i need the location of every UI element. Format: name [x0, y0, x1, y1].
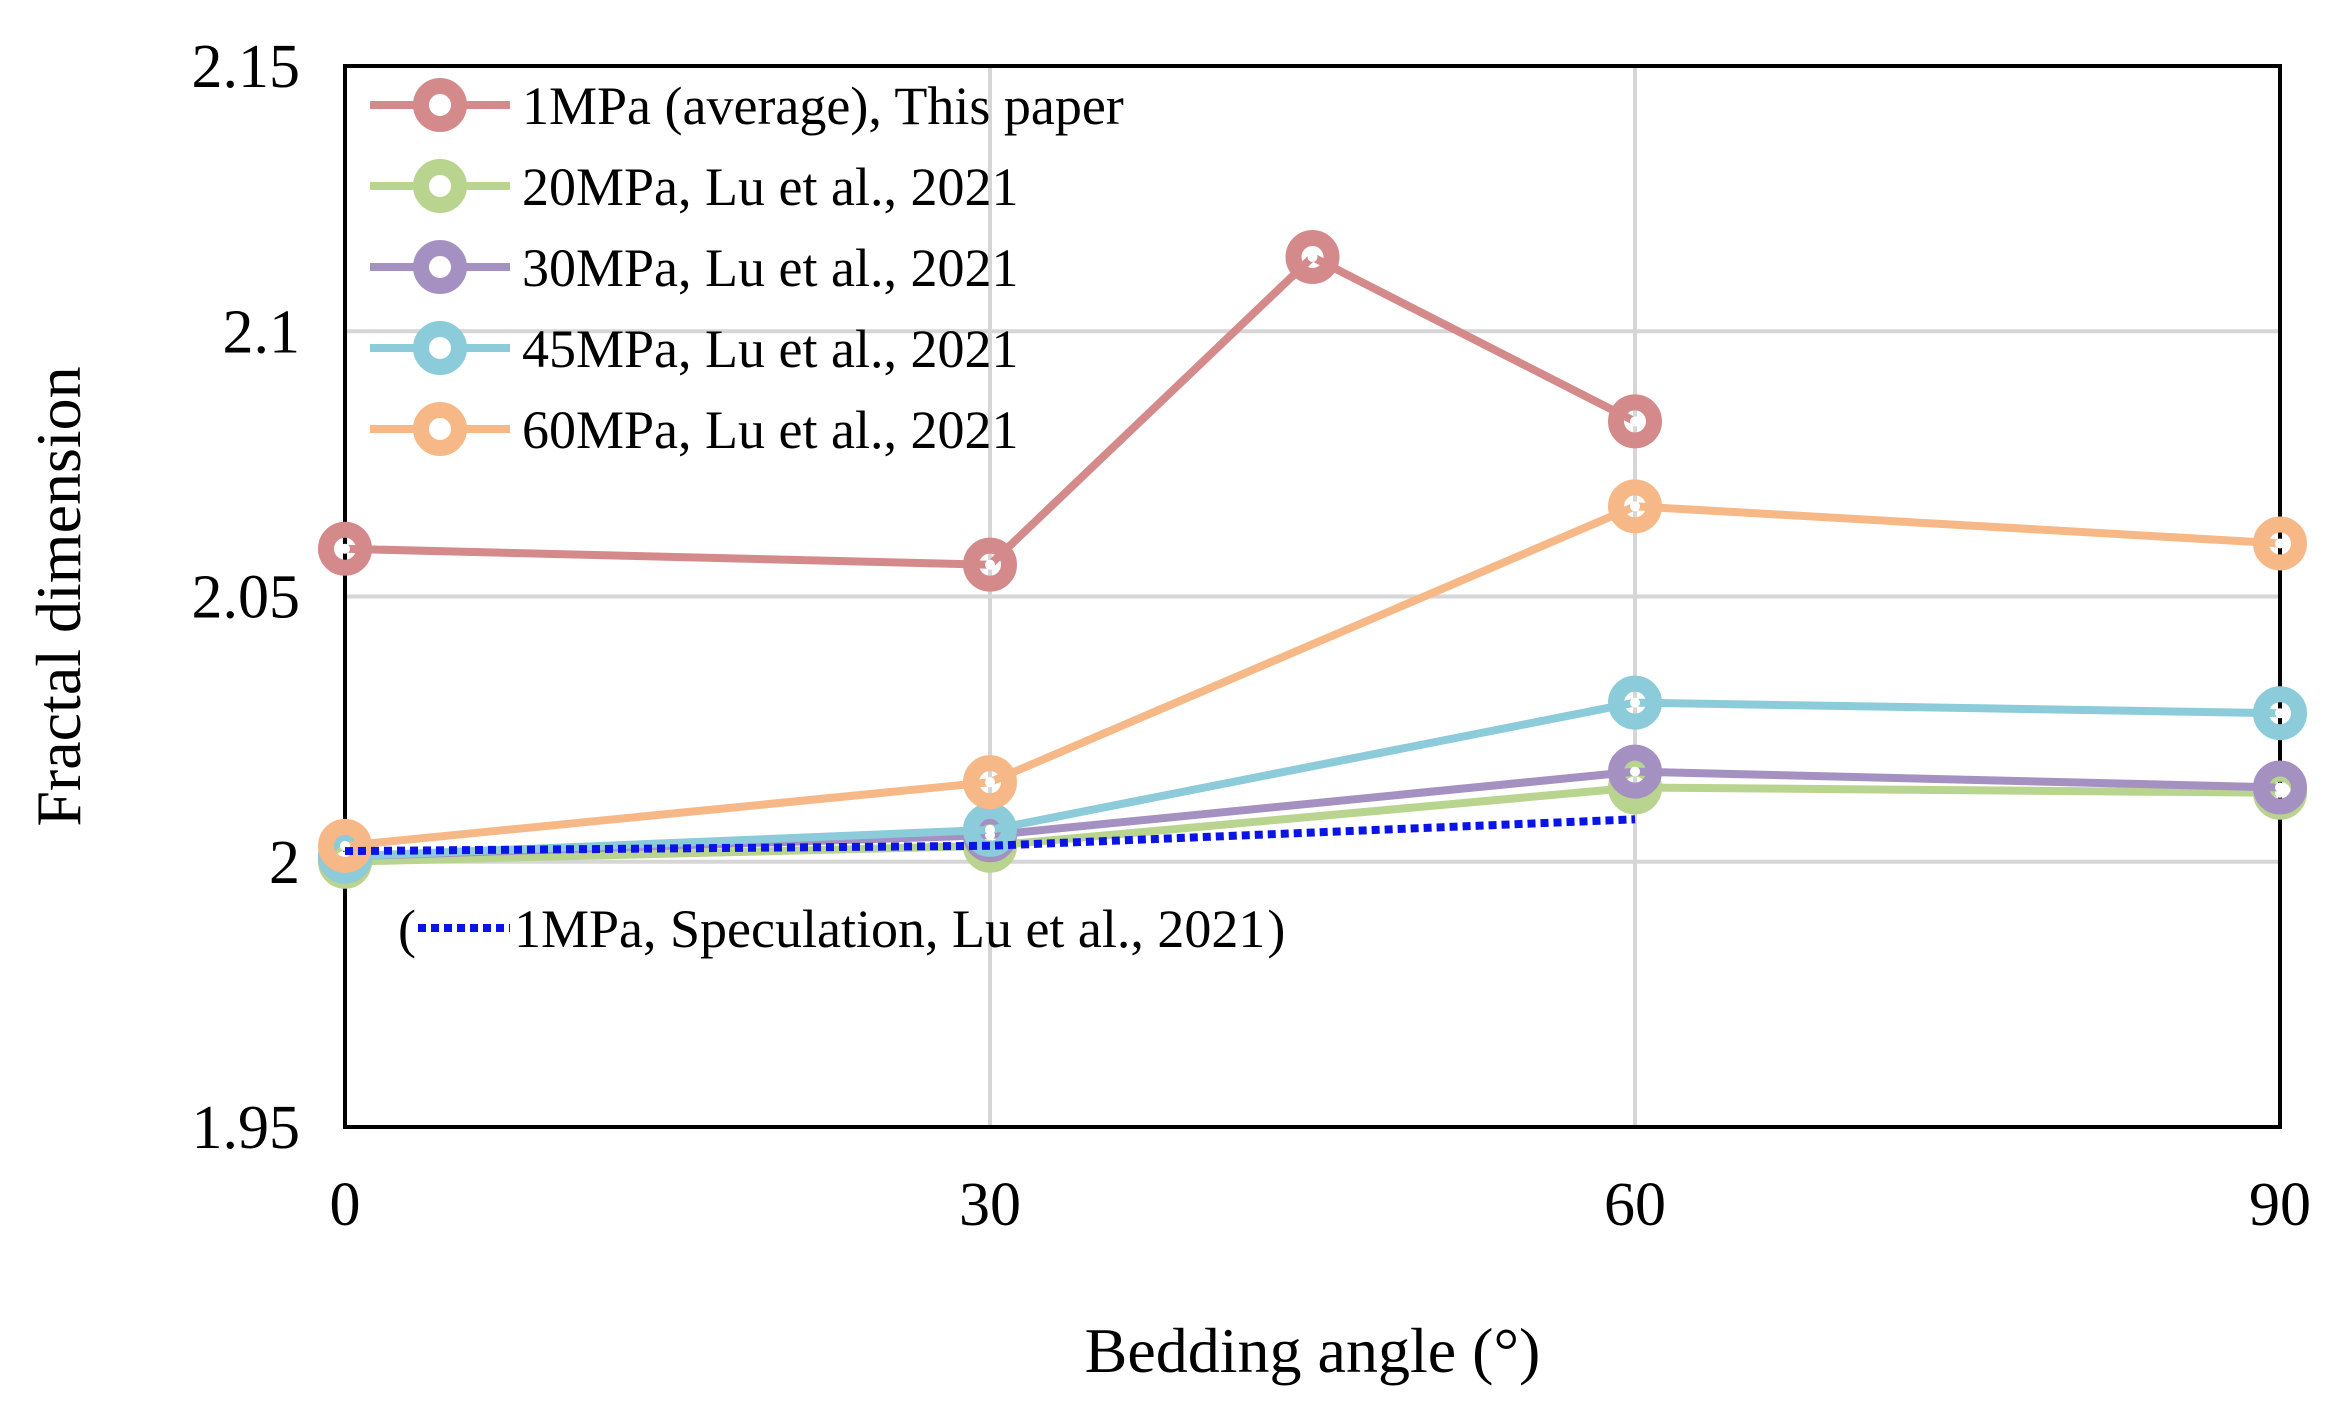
x-axis-title: Bedding angle (°) [1085, 1315, 1541, 1386]
data-point-marker [2253, 686, 2307, 741]
legend-label: 30MPa, Lu et al., 2021 [522, 238, 1018, 298]
data-point-center [985, 777, 995, 788]
y-tick-label: 2 [269, 829, 300, 897]
y-tick-label: 1.95 [192, 1094, 301, 1162]
legend-label: 1MPa (average), This paper [522, 76, 1124, 136]
data-point-center [340, 543, 350, 554]
series-line-3 [344, 698, 2281, 861]
data-point-marker [1608, 394, 1662, 449]
data-point-center [985, 824, 995, 835]
legend-entry: 45MPa, Lu et al., 2021 [370, 319, 1018, 379]
legend: 1MPa (average), This paper 20MPa, Lu et a… [370, 76, 1124, 460]
x-tick-label: 90 [2249, 1171, 2311, 1239]
data-point-marker [2253, 516, 2307, 571]
legend-entry: 60MPa, Lu et al., 2021 [370, 400, 1018, 460]
y-tick-label: 2.1 [223, 298, 301, 366]
data-point-center [1630, 501, 1640, 512]
legend-marker-center [435, 343, 445, 353]
data-point-center [1307, 251, 1318, 262]
speculation-note: ( 1MPa, Speculation, Lu et al., 2021 ) [398, 899, 1285, 959]
speculation-note-open-paren: ( [398, 899, 416, 959]
legend-entry: 20MPa, Lu et al., 2021 [370, 157, 1018, 217]
data-point-marker [963, 537, 1017, 592]
legend-entry: 30MPa, Lu et al., 2021 [370, 238, 1018, 298]
legend-marker-center [435, 181, 445, 191]
data-point-center [1630, 766, 1640, 777]
data-point-marker [1608, 675, 1662, 730]
gridlines [345, 66, 2280, 1127]
x-tick-label: 60 [1604, 1171, 1666, 1239]
legend-marker-center [435, 100, 445, 110]
series-line-0 [344, 253, 1637, 569]
legend-label: 60MPa, Lu et al., 2021 [522, 400, 1018, 460]
series-layer [318, 229, 2307, 889]
speculation-note-label: 1MPa, Speculation, Lu et al., 2021 [514, 899, 1265, 959]
data-point-center [2275, 708, 2285, 719]
data-point-center [985, 559, 995, 570]
speculation-line [344, 815, 1636, 856]
legend-marker-center [435, 262, 445, 272]
y-axis-title: Fractal dimension [23, 366, 94, 826]
plot-area-frame [343, 64, 2282, 1129]
data-point-center [2275, 538, 2285, 549]
legend-label: 45MPa, Lu et al., 2021 [522, 319, 1018, 379]
series-line-4 [344, 502, 2281, 850]
speculation-note-close-paren: ) [1267, 899, 1285, 959]
legend-label: 20MPa, Lu et al., 2021 [522, 157, 1018, 217]
data-point-marker [1608, 479, 1662, 534]
series-line-1 [344, 783, 2281, 866]
data-point-center [2275, 782, 2285, 793]
data-point-marker [318, 818, 372, 873]
data-point-center [1630, 416, 1640, 427]
data-point-marker [2253, 760, 2307, 815]
legend-marker-center [435, 424, 445, 434]
legend-entry: 1MPa (average), This paper [370, 76, 1124, 136]
data-point-marker [1608, 744, 1662, 799]
data-point-marker [318, 521, 372, 576]
x-tick-label: 30 [959, 1171, 1021, 1239]
x-tick-label: 0 [330, 1171, 361, 1239]
data-point-center [1630, 697, 1640, 708]
y-tick-label: 2.15 [192, 33, 301, 101]
tick-labels: 1.95 2 2.05 2.1 2.15 0 30 60 90 [192, 33, 2312, 1239]
y-tick-label: 2.05 [192, 564, 301, 632]
data-point-marker [963, 755, 1017, 810]
data-point-marker [1285, 229, 1340, 284]
